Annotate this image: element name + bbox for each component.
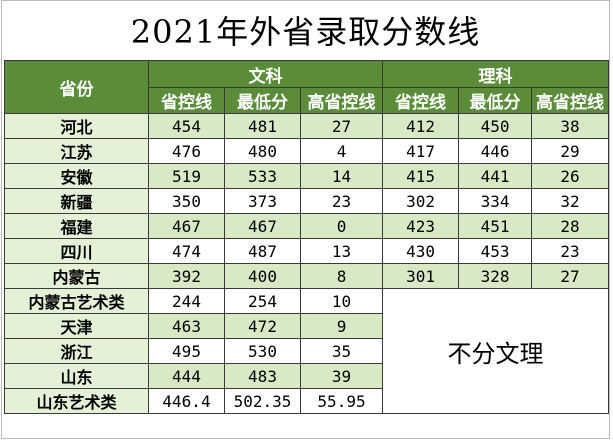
wen-control-line: 474 [148,238,225,264]
header-row-sub: 省控线 最低分 高省控线 省控线 最低分 高省控线 [5,87,610,114]
province-header: 省份 [4,60,149,114]
table-row: 天津 463 472 9 [4,313,609,339]
wen-above-line: 0 [299,213,384,239]
province-cell: 内蒙古 [4,263,149,289]
li-above-line: 29 [531,138,610,164]
li-above-line: 28 [531,213,610,239]
li-sub-control-line: 省控线 [382,87,460,114]
table-row: 浙江 495 530 35 [4,338,609,364]
province-cell: 浙江 [4,338,149,364]
province-cell: 江苏 [4,138,149,164]
table-row: 福建 467 467 0 423 451 28 [4,213,610,239]
li-control-line: 417 [382,138,460,164]
li-min-score: 446 [458,138,533,164]
li-min-score: 334 [458,188,533,214]
wen-min-score: 472 [224,313,301,339]
province-cell: 山东艺术类 [4,388,149,414]
li-above-line: 27 [531,263,610,289]
wen-sub-above-line: 高省控线 [299,87,384,114]
like-header: 理科 [382,60,610,88]
table-row: 河北 454 481 27 412 450 38 [4,113,610,139]
wen-control-line: 446.4 [148,388,225,414]
wen-sub-min-score: 最低分 [224,87,301,114]
province-cell: 山东 [4,363,149,389]
wen-above-line: 14 [299,163,384,189]
wen-control-line: 519 [148,163,225,189]
wen-control-line: 454 [148,113,225,139]
li-min-score: 328 [458,263,533,289]
province-cell: 福建 [4,213,149,239]
wen-control-line: 392 [148,263,225,289]
table-row: 内蒙古 392 400 8 301 328 27 [4,263,610,289]
wen-sub-control-line: 省控线 [148,87,225,114]
li-control-line: 423 [382,213,460,239]
wen-control-line: 476 [148,138,225,164]
li-min-score: 451 [458,213,533,239]
province-cell: 内蒙古艺术类 [4,288,149,314]
wen-min-score: 254 [224,288,301,314]
wen-min-score: 373 [224,188,301,214]
li-control-line: 415 [382,163,460,189]
li-min-score: 441 [458,163,533,189]
wenke-header: 文科 [147,60,384,88]
wen-above-line: 13 [299,238,384,264]
province-cell: 天津 [4,313,149,339]
wen-above-line: 8 [299,263,384,289]
wen-control-line: 467 [148,213,225,239]
wen-above-line: 9 [299,313,384,339]
header-row-group: 省份 文科 理科 [4,60,610,114]
li-min-score: 453 [458,238,533,264]
no-split-note: 不分文理 [382,288,610,414]
li-control-line: 412 [382,113,460,139]
table-row: 江苏 476 480 4 417 446 29 [4,138,610,164]
table-row: 内蒙古艺术类 244 254 10 不分文理 [4,288,610,414]
wen-above-line: 10 [299,288,384,314]
wen-min-score: 400 [224,263,301,289]
li-above-line: 23 [531,238,610,264]
li-above-line: 26 [531,163,610,189]
wen-above-line: 39 [299,363,384,389]
wen-min-score: 502.35 [224,388,301,414]
li-sub-min-score: 最低分 [458,87,533,114]
wen-min-score: 481 [224,113,301,139]
wen-min-score: 467 [224,213,301,239]
table-row: 新疆 350 373 23 302 334 32 [4,188,610,214]
wen-above-line: 35 [299,338,384,364]
li-above-line: 32 [531,188,610,214]
li-min-score: 450 [458,113,533,139]
wen-control-line: 444 [148,363,225,389]
wen-min-score: 530 [224,338,301,364]
table-row: 安徽 519 533 14 415 441 26 [4,163,610,189]
page-title: 2021年外省录取分数线 [130,13,481,51]
wen-min-score: 483 [224,363,301,389]
wen-min-score: 480 [224,138,301,164]
wen-min-score: 533 [224,163,301,189]
province-cell: 河北 [4,113,149,139]
wen-above-line: 27 [299,113,384,139]
wen-control-line: 463 [148,313,225,339]
table-row: 山东艺术类 446.4 502.35 55.95 [4,388,609,414]
li-control-line: 430 [382,238,460,264]
wen-control-line: 244 [148,288,225,314]
wen-control-line: 350 [148,188,225,214]
table-row: 四川 474 487 13 430 453 23 [4,238,610,264]
wen-control-line: 495 [148,338,225,364]
province-cell: 新疆 [4,188,149,214]
li-above-line: 38 [531,113,610,139]
province-cell: 安徽 [4,163,149,189]
li-sub-above-line: 高省控线 [531,87,610,114]
score-table: 省份 文科 理科 省控线 最低分 高省控线 省控线 最低分 高省控线 河北 45… [4,60,610,414]
li-control-line: 301 [382,263,460,289]
wen-min-score: 487 [224,238,301,264]
li-control-line: 302 [382,188,460,214]
wen-above-line: 4 [299,138,384,164]
province-cell: 四川 [4,238,149,264]
wen-above-line: 55.95 [299,388,384,414]
wen-above-line: 23 [299,188,384,214]
